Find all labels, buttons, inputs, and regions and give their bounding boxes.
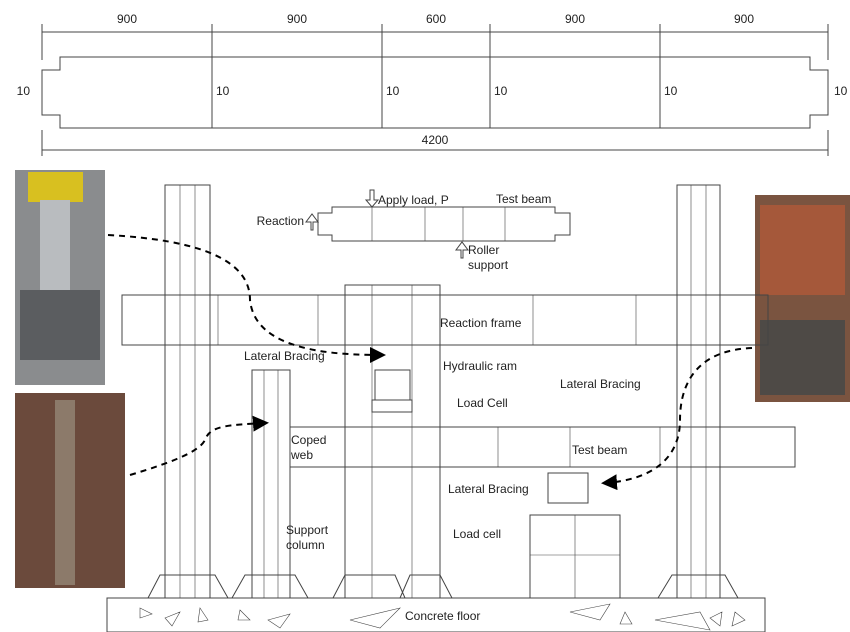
load-cell-upper: Load Cell: [457, 396, 508, 410]
hydraulic-ram: Hydraulic ram: [443, 359, 517, 373]
dimension-label: 900: [734, 12, 754, 26]
test-beam: Test beam: [496, 192, 551, 206]
height-label: 10: [216, 84, 230, 98]
lateral-bracing-lower: Lateral Bracing: [448, 482, 529, 496]
coped-web: Coped: [291, 433, 326, 447]
height-label: 10: [17, 84, 31, 98]
lateral-bracing-right: Lateral Bracing: [560, 377, 641, 391]
height-label: 10: [834, 84, 848, 98]
test-beam: Test beam: [572, 443, 627, 457]
support-column: Support: [286, 523, 329, 537]
figure: 900 900 600 900 900 10 10 10 10 10 10 4200: [0, 0, 850, 632]
lateral-bracing-left: Lateral Bracing: [244, 349, 325, 363]
height-label: 10: [494, 84, 508, 98]
roller-support: Roller: [468, 243, 499, 257]
photo-coped-web: [15, 393, 125, 588]
photo-ram: [15, 170, 105, 385]
reaction: Reaction: [257, 214, 304, 228]
support-column: column: [286, 538, 325, 552]
height-label: 10: [664, 84, 678, 98]
total-length-label: 4200: [422, 133, 449, 147]
dimension-label: 900: [287, 12, 307, 26]
photo-support: [755, 195, 850, 402]
load-cell-lower: Load cell: [453, 527, 501, 541]
height-label: 10: [386, 84, 400, 98]
concrete-floor: Concrete floor: [405, 609, 480, 623]
roller-support: support: [468, 258, 509, 272]
reaction-frame: Reaction frame: [440, 316, 522, 330]
apply-load: Apply load, P: [378, 193, 449, 207]
photo-links: [108, 235, 752, 483]
dimension-label: 900: [117, 12, 137, 26]
dimension-label: 600: [426, 12, 446, 26]
coped-web: web: [290, 448, 313, 462]
dimension-label: 900: [565, 12, 585, 26]
